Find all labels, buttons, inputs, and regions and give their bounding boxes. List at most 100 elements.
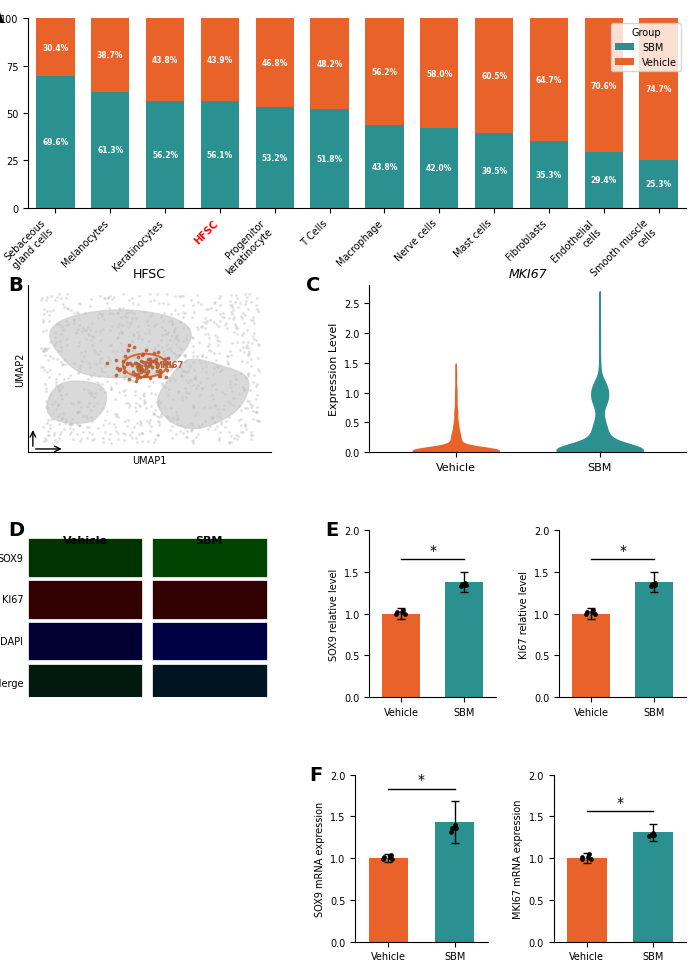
Text: C: C [306,276,321,295]
Point [171,349,182,364]
Point [232,321,243,336]
Point [87,414,98,430]
Point [218,310,230,326]
Point [237,306,248,321]
Point [460,578,471,593]
Y-axis label: MKI67 mRNA expression: MKI67 mRNA expression [513,799,523,918]
Point [186,424,197,439]
Point [38,363,50,379]
Point [202,371,213,386]
Point [458,578,469,593]
Point [148,406,159,421]
Point [128,328,139,343]
Point [176,342,187,357]
Point [37,324,48,339]
Point [141,357,153,373]
Point [135,355,146,370]
Point [209,399,220,414]
Point [175,418,186,433]
Point [74,364,85,380]
Point [148,407,160,422]
Point [39,431,50,446]
Point [243,369,254,384]
Point [206,410,217,426]
Legend: SBM, Vehicle: SBM, Vehicle [611,24,681,71]
Point [61,287,72,303]
Point [243,341,254,357]
Bar [420,19,459,129]
Point [131,325,142,340]
Point [192,349,203,364]
Point [153,369,164,384]
Point [115,303,126,318]
Point [209,361,220,377]
Point [80,306,91,321]
Point [168,410,179,426]
Point [209,346,220,361]
Point [215,314,226,330]
Point [41,364,52,380]
Point [253,414,265,430]
Point [153,345,164,360]
Point [132,363,144,379]
Point [139,386,150,402]
Point [85,386,97,402]
Point [221,354,232,369]
Point [151,287,162,303]
Point [43,424,54,439]
Point [226,307,237,322]
Point [206,378,217,393]
Point [237,328,248,343]
Point [154,369,165,384]
Bar [636,582,673,698]
Point [52,396,64,411]
Point [122,343,134,358]
Point [169,373,181,388]
Point [47,303,58,318]
Point [159,327,170,342]
Point [102,296,113,311]
Point [196,381,207,396]
Point [73,405,84,420]
Point [118,426,129,441]
Point [132,416,143,431]
Point [69,356,80,371]
Point [127,342,139,357]
Point [79,382,90,397]
Point [136,426,148,441]
Text: *: * [617,795,624,809]
Point [117,301,128,316]
Point [587,604,598,620]
Point [246,425,257,440]
Point [647,827,658,843]
Point [40,348,51,363]
Point [144,357,155,372]
Point [157,376,168,391]
Point [118,360,130,376]
Point [52,352,63,367]
Point [118,433,130,449]
Point [139,393,150,408]
Bar [256,108,294,209]
Point [202,328,214,343]
Point [150,403,161,418]
Point [187,310,198,326]
Point [186,293,197,308]
Point [163,382,174,398]
Point [97,351,108,366]
Point [239,419,251,434]
Point [57,297,69,312]
Point [53,431,64,446]
Point [78,321,89,336]
Point [121,341,132,357]
Point [134,399,146,414]
Point [57,323,69,338]
Point [214,406,225,421]
Point [242,302,253,317]
Point [132,359,143,375]
Point [136,333,148,348]
Point [190,430,202,445]
Point [139,326,150,341]
Point [240,371,251,386]
Point [248,368,260,383]
